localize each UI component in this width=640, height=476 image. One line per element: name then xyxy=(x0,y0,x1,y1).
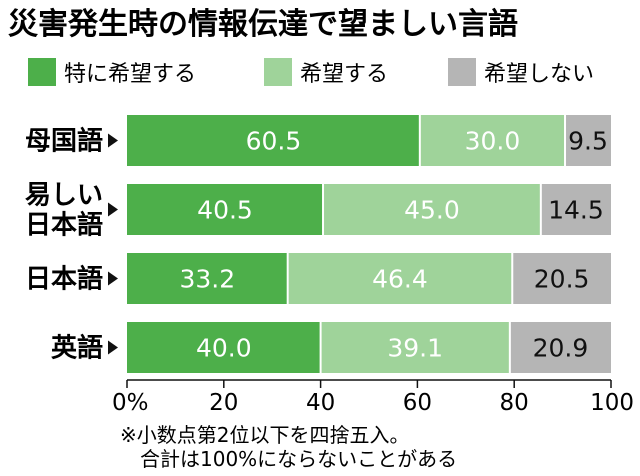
x-tick-label-5: 80 xyxy=(500,390,529,416)
bar-segment-3-1 xyxy=(127,253,288,304)
bars-group: 母国語 60.5 30.0 9.5 易しい日本語 40.5 45.0 14.5 日本語 33.2 4… xyxy=(25,115,611,373)
bar-segment-3-3 xyxy=(512,253,611,304)
data-label-3-2: 46.4 xyxy=(372,265,428,294)
legend-label-3: 希望しない xyxy=(484,62,594,87)
bar-segment-4-3 xyxy=(509,322,611,373)
legend-swatch-2 xyxy=(264,58,292,86)
legend: 特に希望する 希望する 希望しない xyxy=(28,58,594,87)
data-label-4-2: 39.1 xyxy=(387,334,443,363)
category-arrow-3 xyxy=(108,271,118,286)
x-tick-label-3: 40 xyxy=(306,390,335,416)
data-label-3-1: 33.2 xyxy=(180,265,236,294)
x-tick-label-4: 60 xyxy=(403,390,432,416)
bar-segment-1-3 xyxy=(565,115,611,166)
bar-segment-2-2 xyxy=(323,184,541,235)
x-tick-label-2: 20 xyxy=(209,390,238,416)
bar-segment-4-1 xyxy=(127,322,321,373)
data-label-2-3: 14.5 xyxy=(548,196,604,225)
bar-segment-1-1 xyxy=(127,115,420,166)
bar-segment-2-3 xyxy=(540,184,611,235)
data-label-2-2: 45.0 xyxy=(404,196,460,225)
category-arrow-2 xyxy=(108,202,118,217)
x-tick-label-6: 100 xyxy=(590,390,634,416)
bar-segment-4-2 xyxy=(320,322,510,373)
x-axis: 0% 20 40 60 80 100 xyxy=(112,379,634,416)
x-tick-label-1: 0% xyxy=(112,390,149,416)
data-label-1-3: 9.5 xyxy=(568,127,608,156)
footnote-line-1: ※小数点第2位以下を四捨五入。 xyxy=(120,423,409,447)
category-label-4: 英語 xyxy=(51,333,103,364)
category-label-3: 日本語 xyxy=(25,264,103,295)
category-label-1: 母国語 xyxy=(25,126,103,157)
data-label-4-1: 40.0 xyxy=(196,334,252,363)
legend-swatch-1 xyxy=(28,58,56,86)
data-label-4-3: 20.9 xyxy=(533,334,589,363)
footnote-line-2: 合計は100%にならないことがある xyxy=(140,447,457,471)
category-arrow-1 xyxy=(108,133,118,148)
legend-swatch-3 xyxy=(448,58,476,86)
data-label-1-2: 30.0 xyxy=(465,127,521,156)
data-label-2-1: 40.5 xyxy=(197,196,253,225)
data-label-3-3: 20.5 xyxy=(534,265,590,294)
bar-segment-2-1 xyxy=(127,184,324,235)
data-label-1-1: 60.5 xyxy=(246,127,302,156)
legend-label-2: 希望する xyxy=(300,62,388,87)
legend-label-1: 特に希望する xyxy=(64,62,196,87)
category-arrow-4 xyxy=(108,340,118,355)
bar-segment-3-2 xyxy=(287,253,513,304)
chart-title: 災害発生時の情報伝達で望ましい言語 xyxy=(8,7,518,42)
category-label-2: 易しい日本語 xyxy=(25,181,103,241)
bar-segment-1-2 xyxy=(419,115,566,166)
